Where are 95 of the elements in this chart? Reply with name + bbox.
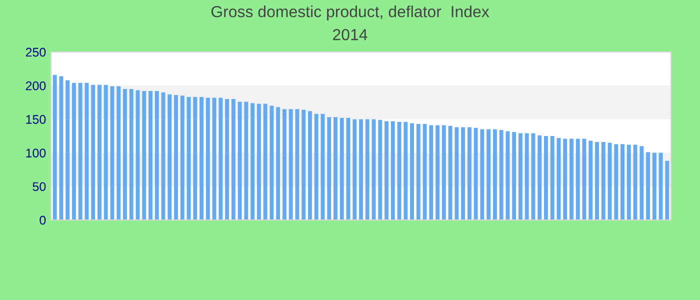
bar: [78, 82, 82, 220]
bar: [658, 152, 663, 220]
bar: [340, 118, 344, 220]
bar: [168, 94, 172, 220]
bar: [84, 82, 89, 220]
chart-title: Gross domestic product, deflator Index: [211, 6, 490, 20]
bar: [148, 90, 152, 220]
bar: [123, 88, 127, 220]
bar: [410, 123, 414, 220]
bar: [180, 96, 184, 220]
bar: [59, 76, 64, 220]
y-tick-label: 0: [40, 216, 46, 225]
bar: [454, 127, 459, 220]
bar: [486, 129, 491, 220]
bar: [256, 104, 261, 220]
bar: [72, 82, 76, 220]
bar: [518, 133, 522, 220]
bar: [193, 97, 198, 220]
bar: [595, 142, 599, 220]
bar: [448, 126, 452, 220]
bar: [665, 160, 670, 220]
bar: [588, 140, 593, 220]
bar: [640, 146, 644, 220]
bar: [544, 136, 548, 220]
y-tick-label: 250: [26, 48, 46, 57]
bar: [314, 114, 318, 220]
bar: [531, 133, 536, 220]
bar: [563, 138, 568, 220]
bar: [104, 84, 108, 220]
bar: [646, 152, 650, 220]
bar: [98, 84, 102, 220]
bar: [461, 127, 466, 220]
bar: [52, 74, 57, 220]
bar: [499, 130, 504, 220]
bar: [116, 86, 121, 220]
bar: [288, 109, 293, 220]
bar: [378, 120, 382, 220]
bar: [334, 117, 338, 220]
bar: [620, 144, 624, 220]
bar: [276, 107, 280, 220]
bar: [442, 125, 446, 220]
bar: [365, 119, 370, 220]
bar: [218, 98, 223, 220]
bar: [359, 119, 363, 220]
bar: [576, 138, 580, 220]
bar: [570, 138, 574, 220]
bar: [174, 95, 178, 220]
bar: [212, 98, 216, 220]
bar: [129, 88, 134, 220]
y-tick-label: 50: [32, 182, 46, 192]
bar: [295, 109, 300, 220]
bar: [633, 144, 638, 220]
bar: [538, 135, 542, 220]
bar: [524, 133, 529, 220]
bar: [506, 131, 510, 220]
bar: [492, 129, 497, 220]
bar: [308, 111, 312, 220]
bar: [154, 90, 159, 220]
bar: [327, 117, 332, 220]
bar: [142, 90, 146, 220]
bar: [550, 136, 554, 220]
bar: [416, 124, 420, 220]
bar: [263, 104, 268, 220]
bar: [480, 129, 484, 220]
bar: [404, 122, 408, 220]
bar: [250, 103, 255, 220]
y-tick-label: 150: [26, 115, 46, 124]
bar: [390, 121, 395, 220]
y-tick-label: 200: [26, 81, 46, 90]
bar: [652, 152, 656, 220]
bar: [474, 128, 478, 220]
bar: [91, 84, 96, 220]
bar: [200, 97, 204, 220]
bar: [302, 110, 306, 220]
bar: [512, 132, 516, 220]
bar: [206, 98, 210, 220]
bar: [231, 99, 236, 220]
bar: [186, 97, 191, 220]
bar: [66, 80, 70, 220]
bar: [601, 142, 606, 220]
bar: [422, 124, 427, 220]
bar: [244, 102, 248, 220]
bar: [429, 125, 434, 220]
bar: [384, 121, 388, 220]
bar: [352, 119, 357, 220]
y-tick-label: 100: [26, 148, 46, 158]
bar: [626, 144, 631, 220]
chart-subtitle: 2014: [333, 28, 368, 40]
bar: [614, 144, 618, 220]
bar: [467, 127, 472, 220]
bar: [436, 125, 440, 220]
bar: [282, 109, 286, 220]
bar: [238, 102, 242, 220]
bar: [225, 99, 230, 220]
bar: [270, 106, 274, 220]
